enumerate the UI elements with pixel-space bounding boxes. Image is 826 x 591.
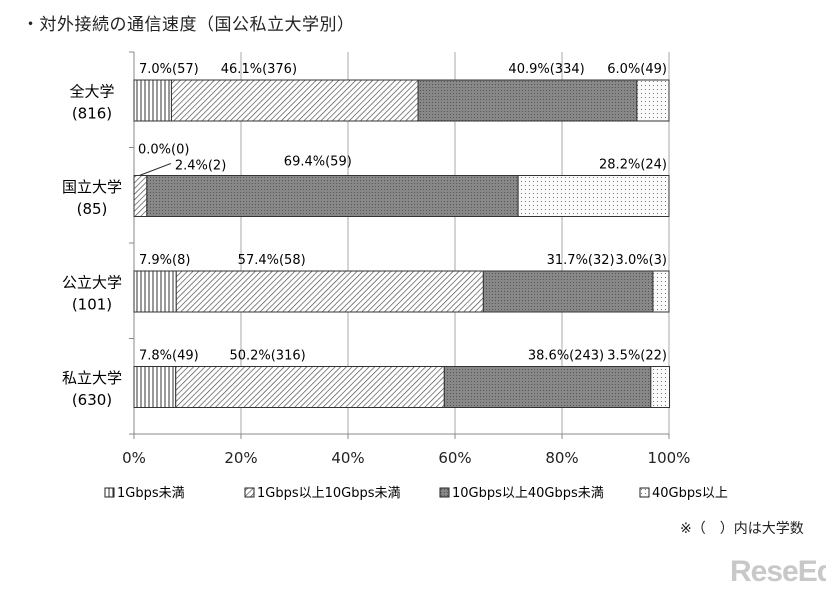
data-label: 50.2%(316) — [229, 349, 305, 364]
category-count: (85) — [77, 200, 108, 218]
bar-segment — [443, 366, 652, 408]
bar-segment — [482, 270, 654, 313]
data-label: 7.8%(49) — [139, 349, 199, 364]
category-count: (101) — [72, 296, 112, 314]
legend-label: 1Gbps以上10Gbps未満 — [257, 486, 401, 501]
data-label: 2.4%(2) — [175, 159, 226, 174]
bar-segment — [636, 79, 670, 122]
category-count: (816) — [72, 105, 112, 123]
bar-segment — [146, 175, 519, 217]
data-label: 46.1%(376) — [221, 62, 297, 77]
data-label: 0.0%(0) — [138, 143, 189, 158]
bar-segment — [175, 270, 484, 313]
bar-segment — [133, 366, 177, 408]
legend-swatch — [244, 487, 255, 498]
legend-label: 40Gbps以上 — [652, 486, 728, 501]
data-label: 7.9%(8) — [139, 253, 190, 268]
bar-segment — [517, 175, 670, 217]
data-label: 69.4%(59) — [284, 155, 352, 170]
x-tick-label: 100% — [648, 449, 691, 467]
data-label: 3.5%(22) — [607, 349, 667, 364]
data-label: 38.6%(243) — [528, 349, 604, 364]
legend-label: 1Gbps未満 — [117, 486, 185, 501]
leader-line — [139, 163, 172, 176]
bar-segment — [133, 175, 148, 217]
bar-segment — [133, 270, 177, 313]
bar-segment — [175, 366, 445, 408]
bar-segment — [650, 366, 671, 408]
watermark-logo: ReseEd — [730, 555, 826, 588]
category-count: (630) — [72, 391, 112, 409]
bar-segment — [417, 79, 638, 122]
bar-segment — [652, 270, 670, 313]
data-label: 40.9%(334) — [508, 62, 584, 77]
legend-label: 10Gbps以上40Gbps未満 — [452, 486, 604, 501]
chart-title: ・対外接続の通信速度（国公私立大学別） — [22, 15, 355, 35]
legend-swatch — [104, 487, 115, 498]
data-label: 57.4%(58) — [238, 253, 306, 268]
category-label: 私立大学 — [62, 369, 122, 387]
x-tick-label: 0% — [122, 449, 146, 467]
data-label: 3.0%(3) — [616, 253, 667, 268]
data-label: 31.7%(32) — [547, 253, 615, 268]
category-label: 国立大学 — [62, 178, 122, 196]
x-tick-label: 80% — [545, 449, 578, 467]
category-label: 全大学 — [69, 83, 114, 101]
data-label: 6.0%(49) — [607, 62, 667, 77]
legend-swatch — [439, 487, 450, 498]
data-label: 7.0%(57) — [139, 62, 199, 77]
category-label: 公立大学 — [62, 274, 122, 292]
bar-segment — [170, 79, 419, 122]
x-tick-label: 20% — [224, 449, 257, 467]
data-label: 28.2%(24) — [599, 158, 667, 173]
x-tick-label: 60% — [438, 449, 471, 467]
legend-swatch — [639, 487, 650, 498]
bar-segment — [133, 79, 172, 122]
x-tick-label: 40% — [331, 449, 364, 467]
footnote: ※（ ）内は大学数 — [680, 521, 804, 537]
